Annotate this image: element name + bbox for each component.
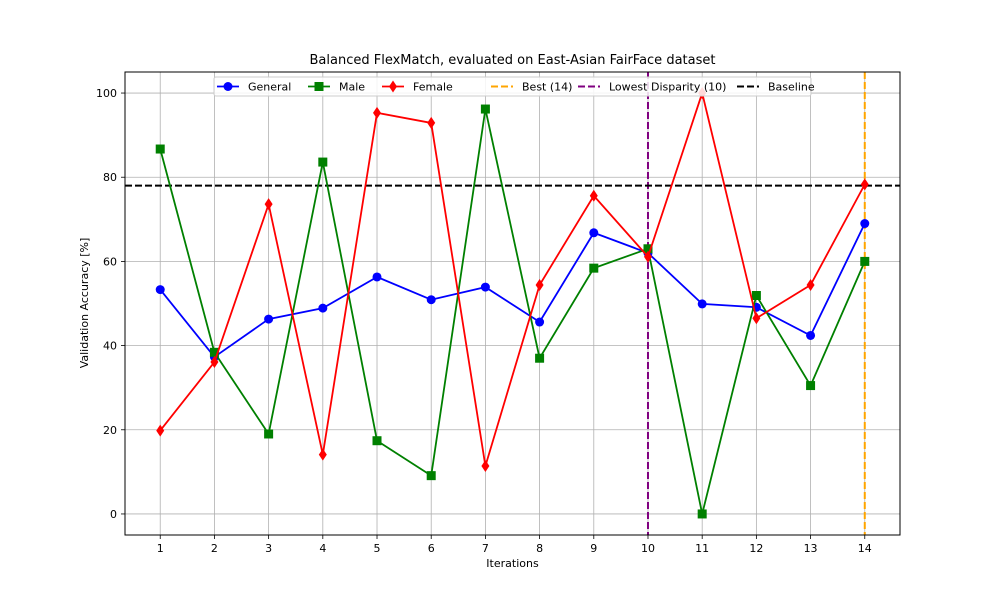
x-tick-label: 7 (482, 542, 489, 555)
data-point-female (156, 424, 165, 437)
y-axis: 0 20 40 60 80 100 (96, 87, 125, 521)
data-point-female (643, 250, 652, 263)
x-tick-label: 11 (695, 542, 709, 555)
data-point-general (426, 295, 436, 305)
x-tick-label: 5 (374, 542, 381, 555)
data-point-general (589, 228, 599, 238)
data-point-female (264, 198, 273, 211)
y-tick-label: 40 (103, 340, 117, 353)
data-point-general (535, 317, 545, 327)
data-point-female (752, 312, 761, 325)
x-tick-label: 9 (590, 542, 597, 555)
x-tick-label: 2 (211, 542, 218, 555)
x-tick-label: 3 (265, 542, 272, 555)
x-tick-label: 1 (157, 542, 164, 555)
x-tick-label: 8 (536, 542, 543, 555)
series-line-general (159, 223, 866, 359)
x-tick-label: 12 (749, 542, 763, 555)
data-point-male (264, 429, 274, 439)
series-male (155, 104, 870, 519)
data-point-female (860, 178, 869, 191)
data-point-male (155, 144, 165, 154)
data-point-male (372, 436, 382, 446)
data-point-general (155, 285, 165, 295)
data-point-general (372, 272, 382, 282)
legend: General Male Female Best (14) Lowest Dispari… (213, 76, 815, 97)
x-tick-label: 6 (428, 542, 435, 555)
y-tick-label: 100 (96, 87, 117, 100)
x-tick-label: 10 (641, 542, 655, 555)
reference-lines (125, 72, 900, 535)
legend-label: General (248, 81, 291, 94)
legend-marker (314, 82, 324, 91)
data-point-male (589, 263, 599, 273)
legend-label: Female (413, 81, 453, 94)
legend-marker (389, 80, 397, 93)
data-point-female (373, 106, 382, 119)
data-point-male (318, 157, 328, 167)
data-point-male (209, 347, 219, 357)
x-axis: 1 2 3 4 5 6 7 8 9 10 11 12 13 14 (157, 535, 872, 555)
data-point-female (589, 189, 598, 202)
legend-item-general: General (217, 81, 291, 94)
data-point-general (480, 282, 490, 292)
data-point-general (860, 219, 870, 229)
series-line-female (159, 89, 866, 467)
legend-label: Male (339, 81, 365, 94)
data-point-female (210, 356, 219, 369)
series-line-male (159, 108, 866, 515)
legend-item-lowest-disparity-10: Lowest Disparity (10) (578, 81, 726, 94)
data-point-male (697, 509, 707, 519)
data-point-general (697, 299, 707, 309)
x-tick-label: 14 (858, 542, 872, 555)
data-point-male (643, 244, 653, 254)
plot-frame (124, 71, 901, 536)
data-point-female (427, 116, 436, 129)
x-tick-label: 13 (804, 542, 818, 555)
legend-item-best-14: Best (14) (491, 81, 572, 94)
data-point-female (806, 278, 815, 291)
data-point-male (806, 381, 816, 391)
data-point-female (318, 448, 327, 461)
y-tick-label: 0 (110, 508, 117, 521)
series-layer (155, 87, 870, 519)
data-point-male (480, 104, 490, 114)
legend-item-baseline: Baseline (737, 81, 815, 94)
data-point-general (318, 303, 328, 313)
y-tick-label: 60 (103, 255, 117, 268)
legend-item-male: Male (308, 81, 365, 94)
legend-marker (223, 82, 233, 91)
data-point-male (751, 291, 761, 301)
y-tick-label: 20 (103, 424, 117, 437)
legend-item-female: Female (382, 80, 453, 94)
x-tick-label: 4 (319, 542, 326, 555)
data-point-male (535, 353, 545, 363)
legend-label: Best (14) (522, 81, 572, 94)
data-point-female (481, 459, 490, 472)
data-point-female (535, 278, 544, 291)
legend-label: Lowest Disparity (10) (609, 81, 726, 94)
y-axis-label: Validation Accuracy [%] (78, 238, 91, 369)
data-point-male (426, 471, 436, 481)
y-tick-label: 80 (103, 171, 117, 184)
plot-area (124, 71, 901, 536)
legend-label: Baseline (768, 81, 815, 94)
data-point-general (806, 330, 816, 340)
data-point-male (860, 256, 870, 266)
x-axis-label: Iterations (486, 557, 539, 570)
data-point-general (264, 314, 274, 324)
chart-title: Balanced FlexMatch, evaluated on East-As… (310, 53, 716, 68)
